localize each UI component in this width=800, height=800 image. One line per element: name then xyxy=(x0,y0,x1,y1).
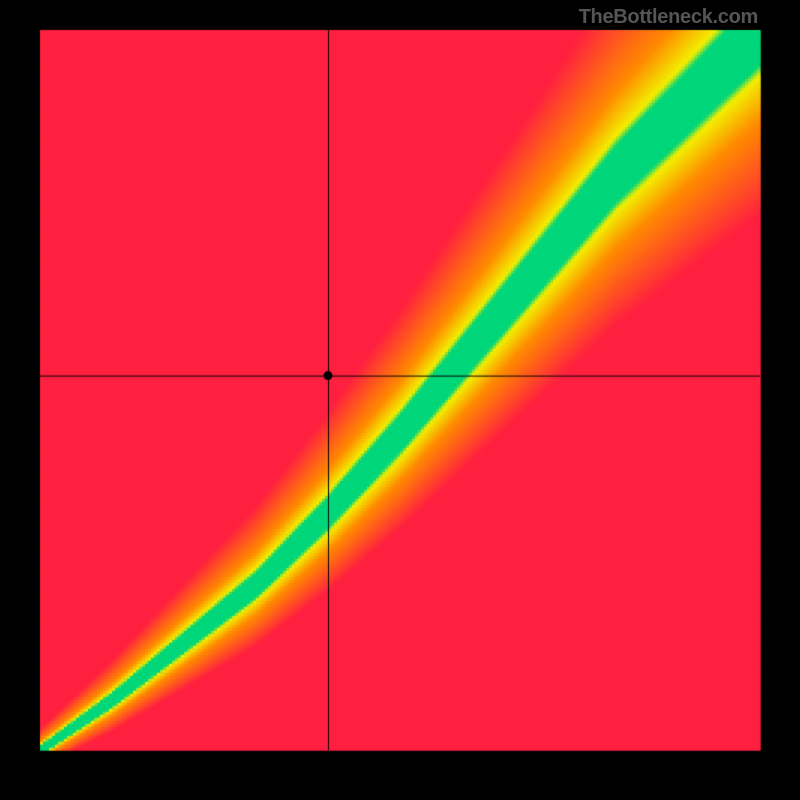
watermark-text: TheBottleneck.com xyxy=(579,6,758,29)
bottleneck-heatmap xyxy=(0,0,800,800)
